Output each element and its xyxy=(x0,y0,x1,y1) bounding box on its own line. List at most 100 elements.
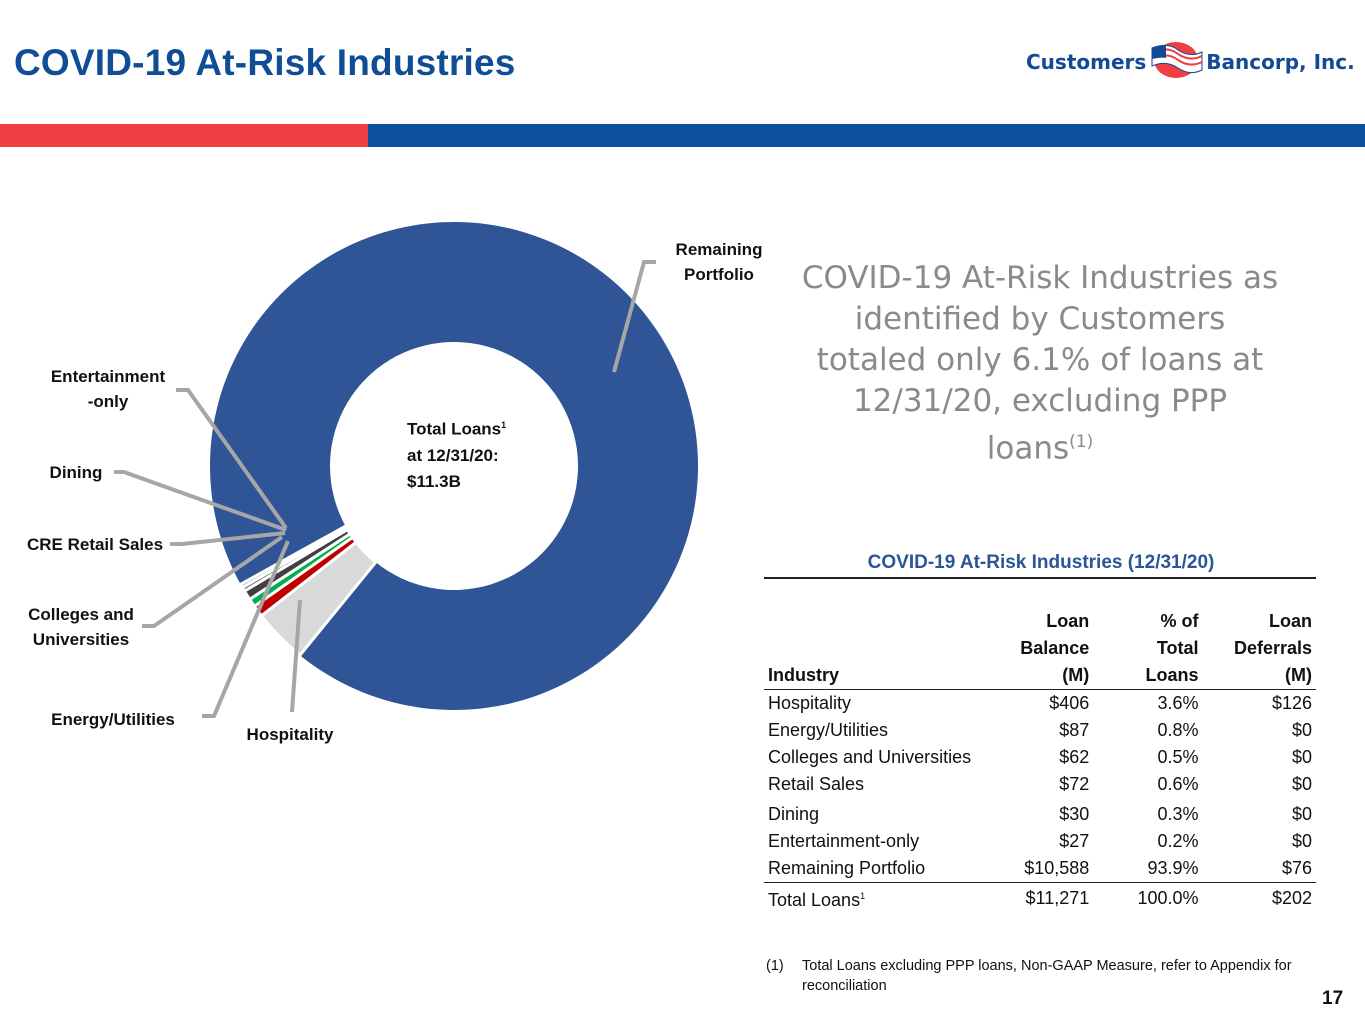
cell-total-pct: 100.0% xyxy=(1137,888,1199,908)
label-entertainment-line1: Entertainment xyxy=(50,367,166,386)
footnote: (1) Total Loans excluding PPP loans, Non… xyxy=(766,956,1326,996)
cell-industry: Dining xyxy=(768,804,820,824)
cell-deferrals: $126 xyxy=(1271,693,1312,713)
cell-pct: 0.5% xyxy=(1157,747,1199,767)
center-label-sup: 1 xyxy=(501,420,507,430)
cell-balance: $87 xyxy=(1059,720,1090,740)
cell-balance: $406 xyxy=(1049,693,1090,713)
center-label-line2: at 12/31/20: xyxy=(407,445,499,465)
cell-industry: Remaining Portfolio xyxy=(768,858,926,878)
cell-industry: Hospitality xyxy=(768,693,852,713)
leader-line-dining xyxy=(114,470,287,532)
table-row: Entertainment-only $27 0.2% $0 xyxy=(764,828,1316,855)
leader-line-colleges xyxy=(142,535,284,628)
label-hospitality: Hospitality xyxy=(246,725,334,744)
header-bar-red xyxy=(0,124,368,147)
cell-industry: Entertainment-only xyxy=(768,831,920,851)
center-label-line3: $11.3B xyxy=(407,471,461,491)
header-pct-total: % of Total Loans xyxy=(1093,608,1202,690)
leader-line-energy xyxy=(202,540,290,718)
label-entertainment: Entertainment -only xyxy=(38,364,178,414)
cell-balance: $62 xyxy=(1059,747,1090,767)
cell-deferrals: $0 xyxy=(1291,747,1312,767)
label-colleges: Colleges and Universities xyxy=(20,602,142,652)
header-bar-blue xyxy=(368,124,1365,147)
label-remaining-line1: Remaining xyxy=(675,240,763,259)
donut-chart xyxy=(114,221,698,718)
table-title: COVID-19 At-Risk Industries (12/31/20) xyxy=(867,552,1215,573)
page-number: 17 xyxy=(1322,988,1344,1009)
footnote-text: Total Loans excluding PPP loans, Non-GAA… xyxy=(802,958,1292,994)
donut-center-label: Total Loans1 at 12/31/20: $11.3B xyxy=(407,412,557,495)
header-loan-balance: Loan Balance (M) xyxy=(983,608,1093,690)
center-label-line1: Total Loans xyxy=(407,419,502,439)
donut-slice-remaining-portfolio xyxy=(209,221,698,711)
table-total-row: Total Loans1 $11,271 100.0% $202 xyxy=(764,883,1316,915)
header-pct-line3: Loans xyxy=(1145,665,1199,685)
cell-pct: 0.3% xyxy=(1157,804,1199,824)
summary-callout-sup: (1) xyxy=(1069,432,1094,452)
total-label-text: Total Loans xyxy=(768,890,861,910)
summary-callout: COVID-19 At-Risk Industries as identifie… xyxy=(800,258,1280,469)
cell-industry: Energy/Utilities xyxy=(768,720,889,740)
cell-total-deferrals: $202 xyxy=(1271,888,1312,908)
cell-industry: Retail Sales xyxy=(768,774,865,794)
total-label-sup: 1 xyxy=(860,891,866,901)
page-title: COVID-19 At-Risk Industries xyxy=(14,42,516,83)
cell-pct: 0.8% xyxy=(1157,720,1199,740)
label-dining: Dining xyxy=(49,463,103,482)
company-logo: Customers Bancorp, Inc. xyxy=(1026,40,1356,84)
cell-pct: 93.9% xyxy=(1147,858,1199,878)
cell-pct: 0.2% xyxy=(1157,831,1199,851)
cell-pct: 3.6% xyxy=(1157,693,1199,713)
label-cre-retail: CRE Retail Sales xyxy=(26,535,164,554)
table-row: Retail Sales $72 0.6% $0 xyxy=(764,771,1316,798)
header-industry: Industry xyxy=(768,665,840,685)
logo-text-left: Customers xyxy=(1026,50,1147,74)
leader-line-remaining xyxy=(612,260,656,373)
cell-pct: 0.6% xyxy=(1157,774,1199,794)
cell-deferrals: $76 xyxy=(1281,858,1312,878)
table-row: Dining $30 0.3% $0 xyxy=(764,798,1316,828)
table-row: Remaining Portfolio $10,588 93.9% $76 xyxy=(764,855,1316,883)
header-balance-line2: Balance xyxy=(1020,638,1090,658)
flag-icon xyxy=(1148,40,1204,85)
table-header-row: Industry Loan Balance (M) % of Total Loa… xyxy=(764,608,1316,690)
label-remaining-portfolio: Remaining Portfolio xyxy=(664,237,774,287)
label-energy: Energy/Utilities xyxy=(51,710,175,729)
header-pct-line1: % of xyxy=(1160,611,1199,631)
leader-line-entertainment xyxy=(176,388,288,530)
cell-deferrals: $0 xyxy=(1291,804,1312,824)
table-row: Colleges and Universities $62 0.5% $0 xyxy=(764,744,1316,771)
at-risk-industries-table: Industry Loan Balance (M) % of Total Loa… xyxy=(764,608,1316,914)
header-loan-deferrals: Loan Deferrals (M) xyxy=(1203,608,1316,690)
logo-text-right: Bancorp, Inc. xyxy=(1206,50,1355,74)
header-deferrals-line3: (M) xyxy=(1285,665,1312,685)
cell-balance: $10,588 xyxy=(1024,858,1090,878)
label-colleges-line2: Universities xyxy=(32,630,130,649)
cell-deferrals: $0 xyxy=(1291,831,1312,851)
table-row: Energy/Utilities $87 0.8% $0 xyxy=(764,717,1316,744)
leader-line-hospitality xyxy=(290,599,302,713)
table-row: Hospitality $406 3.6% $126 xyxy=(764,690,1316,718)
cell-balance: $27 xyxy=(1059,831,1090,851)
cell-total-balance: $11,271 xyxy=(1025,888,1090,908)
label-colleges-line1: Colleges and xyxy=(28,605,134,624)
summary-callout-text: COVID-19 At-Risk Industries as identifie… xyxy=(801,260,1279,467)
label-remaining-line2: Portfolio xyxy=(684,265,754,284)
cell-balance: $72 xyxy=(1059,774,1090,794)
header-balance-line1: Loan xyxy=(1046,611,1090,631)
leader-line-cre-retail xyxy=(170,531,286,546)
footnote-mark: (1) xyxy=(766,958,784,974)
table-top-rule xyxy=(764,577,1316,579)
cell-deferrals: $0 xyxy=(1291,774,1312,794)
donut-slice-entertainment-only xyxy=(238,524,349,590)
header-pct-line2: Total xyxy=(1156,638,1199,658)
cell-deferrals: $0 xyxy=(1291,720,1312,740)
header-deferrals-line1: Loan xyxy=(1269,611,1312,631)
cell-balance: $30 xyxy=(1059,804,1090,824)
label-entertainment-line2: -only xyxy=(87,392,129,411)
cell-total-label: Total Loans1 xyxy=(764,883,983,915)
header-balance-line3: (M) xyxy=(1062,665,1090,685)
header-deferrals-line2: Deferrals xyxy=(1233,638,1312,658)
